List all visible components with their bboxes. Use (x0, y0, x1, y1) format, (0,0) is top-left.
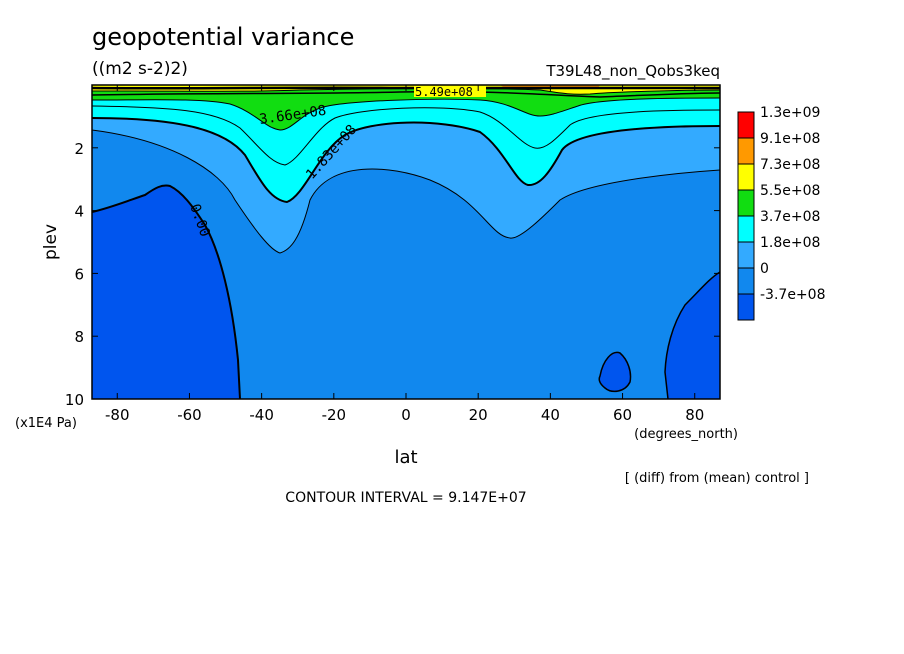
x-axis: -80 -60 -40 -20 0 20 40 60 80 (105, 85, 704, 424)
legend-label: 0 (760, 261, 769, 277)
contour-line-3 (91, 105, 721, 166)
contour-line-zero (91, 184, 241, 400)
fill-negative-northern-80 (665, 272, 720, 399)
legend-label: 3.7e+08 (760, 209, 820, 225)
legend-swatch (737, 163, 755, 191)
y-tick-label: 2 (74, 140, 84, 158)
x-tick-label: 80 (685, 406, 704, 424)
fill-negative-northern-60 (599, 352, 631, 392)
y-axis-units: (x1E4 Pa) (15, 416, 77, 431)
run-label: T39L48_non_Qobs3keq (545, 62, 720, 81)
legend-swatch (737, 111, 755, 139)
legend-label: 1.8e+08 (760, 235, 820, 251)
diff-note: [ (diff) from (mean) control ] (625, 471, 809, 486)
contour-label-bg-549 (414, 85, 486, 97)
x-tick-label: -80 (105, 406, 130, 424)
contour-line-1 (91, 129, 721, 254)
legend-label: 1.3e+09 (760, 105, 820, 121)
contour-line-4 (91, 97, 721, 131)
legend-swatch (737, 189, 755, 217)
legend-swatch (737, 241, 755, 269)
legend-swatch (737, 267, 755, 295)
legend-label: 7.3e+08 (760, 157, 820, 173)
legend-label: 5.5e+08 (760, 183, 820, 199)
y-axis-label: plev (41, 224, 61, 260)
fill-layer-positive-2 (92, 85, 720, 202)
fill-layer-positive-3 (92, 85, 720, 130)
plot-area: 5.49e+08 3.66e+08 1.83e+08 0.00 (91, 84, 721, 400)
x-tick-label: 40 (541, 406, 560, 424)
contour-line-7 (91, 86, 721, 90)
y-tick-label: 8 (74, 328, 84, 346)
legend-label: -3.7e+08 (760, 287, 825, 303)
y-tick-label: 10 (65, 391, 84, 409)
x-tick-label: -20 (322, 406, 347, 424)
x-tick-label: 20 (469, 406, 488, 424)
legend-label: 9.1e+08 (760, 131, 820, 147)
chart-units: ((m2 s-2)2) (92, 59, 188, 79)
contour-label-549: 5.49e+08 (415, 85, 473, 99)
color-legend: 1.3e+09 9.1e+08 7.3e+08 5.5e+08 3.7e+08 1.8e+… (737, 105, 825, 321)
contour-interval-text: CONTOUR INTERVAL = 9.147E+07 (285, 490, 526, 506)
y-axis: 2 4 6 8 10 (65, 140, 720, 409)
legend-swatch (737, 137, 755, 165)
x-tick-label: -60 (177, 406, 202, 424)
contour-line-2 (91, 117, 721, 203)
contour-line-zero-north-80 (664, 271, 721, 400)
contour-line-zero-north-60 (598, 351, 632, 393)
x-tick-label: -40 (249, 406, 274, 424)
y-tick-label: 6 (74, 265, 84, 283)
legend-swatch (737, 293, 755, 321)
chart-title: geopotential variance (92, 23, 354, 51)
x-tick-label: 0 (401, 406, 411, 424)
x-axis-units: (degrees_north) (634, 427, 738, 442)
legend-swatch (737, 215, 755, 243)
fill-negative-southern (92, 185, 240, 399)
x-tick-label: 60 (613, 406, 632, 424)
x-axis-label: lat (394, 447, 417, 468)
y-tick-label: 4 (74, 203, 84, 221)
